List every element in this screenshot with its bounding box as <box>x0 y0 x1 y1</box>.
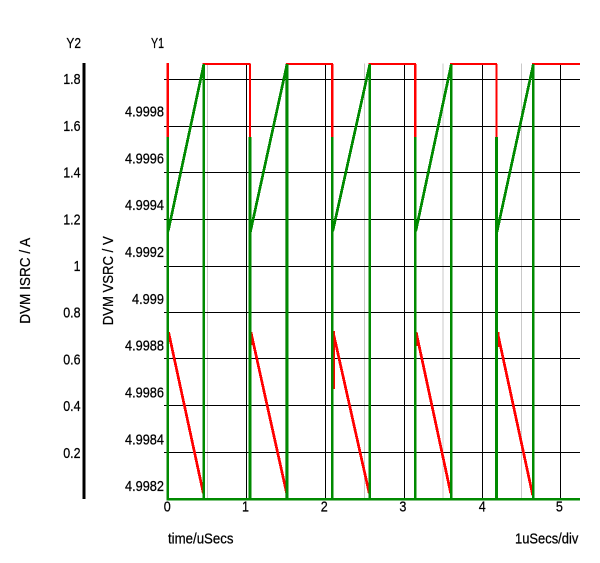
svg-text:Y2: Y2 <box>66 35 81 52</box>
svg-text:1: 1 <box>242 499 249 516</box>
svg-text:4.9998: 4.9998 <box>125 104 164 121</box>
svg-text:1: 1 <box>74 258 81 275</box>
svg-text:1.2: 1.2 <box>63 211 80 228</box>
svg-text:1.4: 1.4 <box>63 165 80 182</box>
svg-text:0.2: 0.2 <box>63 445 80 462</box>
svg-text:4.999: 4.999 <box>132 291 164 308</box>
svg-text:4.9996: 4.9996 <box>125 150 164 167</box>
svg-text:0.8: 0.8 <box>63 305 80 322</box>
svg-text:4.9988: 4.9988 <box>125 338 164 355</box>
svg-text:4.9982: 4.9982 <box>125 478 164 495</box>
svg-text:5: 5 <box>556 499 563 516</box>
svg-text:1.6: 1.6 <box>63 118 80 135</box>
svg-text:0.6: 0.6 <box>63 351 80 368</box>
svg-text:DVM VSRC / V: DVM VSRC / V <box>100 236 117 325</box>
svg-text:0.4: 0.4 <box>63 398 80 415</box>
svg-text:4: 4 <box>479 499 486 516</box>
svg-text:time/uSecs: time/uSecs <box>168 530 234 547</box>
svg-text:4.9994: 4.9994 <box>125 197 164 214</box>
svg-text:2: 2 <box>321 499 328 516</box>
svg-text:4.9992: 4.9992 <box>125 244 164 261</box>
svg-text:4.9986: 4.9986 <box>125 385 164 402</box>
svg-text:4.9984: 4.9984 <box>125 431 164 448</box>
svg-text:0: 0 <box>164 499 171 516</box>
svg-text:3: 3 <box>399 499 406 516</box>
svg-text:DVM ISRC / A: DVM ISRC / A <box>17 238 34 324</box>
svg-text:Y1: Y1 <box>151 35 164 52</box>
svg-text:1.8: 1.8 <box>63 71 80 88</box>
svg-text:1uSecs/div: 1uSecs/div <box>515 531 579 548</box>
